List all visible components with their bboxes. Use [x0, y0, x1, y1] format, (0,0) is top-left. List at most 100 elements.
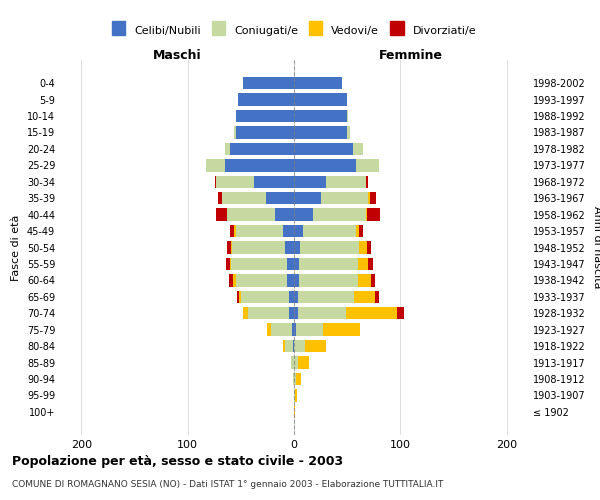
Bar: [397, 307, 404, 320]
Bar: [287, 274, 294, 286]
Bar: [248, 307, 289, 320]
Bar: [371, 274, 375, 286]
Bar: [235, 110, 294, 122]
Bar: [294, 192, 320, 204]
Bar: [227, 242, 231, 254]
Bar: [294, 176, 326, 188]
Bar: [230, 225, 235, 237]
Bar: [296, 373, 301, 385]
Bar: [294, 77, 342, 90]
Bar: [294, 324, 296, 336]
Bar: [231, 242, 232, 254]
Bar: [232, 242, 286, 254]
Bar: [226, 258, 230, 270]
Text: Femmine: Femmine: [379, 49, 443, 62]
Bar: [305, 340, 326, 352]
Bar: [286, 242, 294, 254]
Bar: [294, 340, 305, 352]
Bar: [370, 192, 376, 204]
Bar: [225, 143, 230, 155]
Text: Popolazione per età, sesso e stato civile - 2003: Popolazione per età, sesso e stato civil…: [12, 455, 343, 468]
Bar: [299, 258, 358, 270]
Bar: [301, 242, 359, 254]
Bar: [293, 373, 294, 385]
Bar: [238, 94, 294, 106]
Bar: [235, 274, 287, 286]
Bar: [275, 208, 294, 221]
Bar: [359, 225, 363, 237]
Text: Maschi: Maschi: [152, 49, 202, 62]
Bar: [266, 192, 294, 204]
Bar: [268, 324, 271, 336]
Bar: [243, 77, 294, 90]
Bar: [231, 258, 287, 270]
Bar: [218, 192, 221, 204]
Bar: [294, 159, 356, 172]
Bar: [294, 290, 298, 303]
Bar: [286, 340, 293, 352]
Legend: Celibi/Nubili, Coniugati/e, Vedovi/e, Divorziati/e: Celibi/Nubili, Coniugati/e, Vedovi/e, Di…: [107, 20, 481, 40]
Bar: [239, 290, 241, 303]
Bar: [298, 307, 346, 320]
Bar: [346, 307, 397, 320]
Bar: [298, 290, 353, 303]
Bar: [254, 176, 294, 188]
Bar: [215, 176, 217, 188]
Bar: [294, 389, 295, 402]
Bar: [294, 110, 347, 122]
Bar: [368, 192, 370, 204]
Bar: [299, 274, 358, 286]
Bar: [230, 143, 294, 155]
Bar: [367, 176, 368, 188]
Bar: [227, 208, 275, 221]
Bar: [347, 126, 350, 138]
Bar: [294, 126, 347, 138]
Text: COMUNE DI ROMAGNANO SESIA (NO) - Dati ISTAT 1° gennaio 2003 - Elaborazione TUTTI: COMUNE DI ROMAGNANO SESIA (NO) - Dati IS…: [12, 480, 443, 489]
Bar: [225, 159, 294, 172]
Bar: [294, 143, 353, 155]
Bar: [233, 274, 235, 286]
Bar: [359, 242, 367, 254]
Bar: [294, 242, 301, 254]
Bar: [241, 290, 289, 303]
Bar: [296, 324, 323, 336]
Bar: [368, 258, 373, 270]
Bar: [294, 208, 313, 221]
Bar: [356, 225, 359, 237]
Bar: [217, 208, 227, 221]
Y-axis label: Anni di nascita: Anni di nascita: [592, 206, 600, 289]
Bar: [347, 110, 348, 122]
Y-axis label: Fasce di età: Fasce di età: [11, 214, 21, 280]
Bar: [229, 274, 233, 286]
Bar: [291, 356, 294, 368]
Bar: [294, 307, 298, 320]
Bar: [313, 208, 367, 221]
Bar: [323, 324, 360, 336]
Bar: [294, 406, 295, 418]
Bar: [302, 225, 356, 237]
Bar: [326, 176, 367, 188]
Bar: [206, 159, 225, 172]
Bar: [367, 242, 371, 254]
Bar: [235, 126, 294, 138]
Bar: [356, 159, 379, 172]
Bar: [283, 225, 294, 237]
Bar: [221, 192, 266, 204]
Bar: [294, 225, 302, 237]
Bar: [294, 356, 298, 368]
Bar: [320, 192, 368, 204]
Bar: [235, 225, 283, 237]
Bar: [271, 324, 292, 336]
Bar: [358, 258, 368, 270]
Bar: [353, 290, 375, 303]
Bar: [243, 307, 248, 320]
Bar: [217, 176, 254, 188]
Bar: [295, 389, 297, 402]
Bar: [283, 340, 286, 352]
Bar: [375, 290, 379, 303]
Bar: [230, 258, 231, 270]
Bar: [293, 340, 294, 352]
Bar: [353, 143, 363, 155]
Bar: [289, 290, 294, 303]
Bar: [294, 258, 299, 270]
